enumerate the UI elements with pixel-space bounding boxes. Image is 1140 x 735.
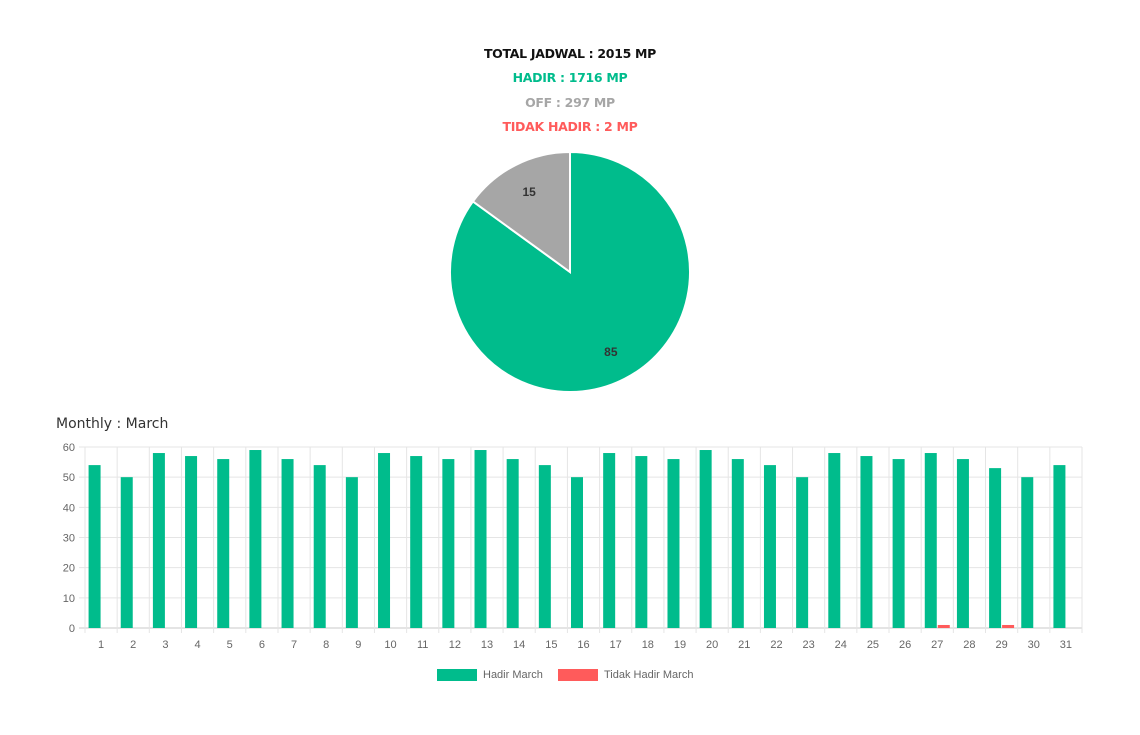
x-tick-label: 10 (384, 639, 396, 651)
bar-hadir-1[interactable] (88, 465, 101, 628)
x-tick-label: 16 (577, 639, 589, 651)
x-tick-label: 14 (513, 639, 525, 651)
y-tick-label: 30 (63, 533, 75, 545)
y-tick-label: 10 (63, 593, 75, 605)
bar-hadir-24[interactable] (828, 453, 841, 628)
x-tick-label: 29 (995, 639, 1007, 651)
x-tick-label: 9 (355, 639, 361, 651)
bar-hadir-18[interactable] (635, 456, 648, 628)
bar-hadir-26[interactable] (892, 459, 905, 628)
pie-slice-label-1: 15 (522, 185, 536, 199)
x-tick-label: 2 (130, 639, 136, 651)
legend-swatch-hadir (437, 669, 477, 681)
bar-hadir-10[interactable] (378, 453, 391, 628)
x-tick-label: 30 (1028, 639, 1040, 651)
bar-hadir-9[interactable] (345, 477, 358, 628)
bar-hadir-30[interactable] (1021, 477, 1034, 628)
off-text: OFF : 297 MP (525, 95, 615, 110)
x-tick-label: 12 (449, 639, 461, 651)
y-tick-label: 0 (69, 623, 75, 635)
bar-hadir-14[interactable] (506, 459, 519, 628)
bar-hadir-25[interactable] (860, 456, 873, 628)
bar-hadir-2[interactable] (120, 477, 133, 628)
x-tick-label: 18 (642, 639, 654, 651)
x-tick-label: 3 (162, 639, 168, 651)
bar-hadir-12[interactable] (442, 459, 455, 628)
x-tick-label: 6 (259, 639, 265, 651)
present-text: HADIR : 1716 MP (512, 70, 628, 85)
bar-hadir-31[interactable] (1053, 465, 1066, 628)
x-tick-label: 27 (931, 639, 943, 651)
x-tick-label: 20 (706, 639, 718, 651)
y-tick-label: 20 (63, 563, 75, 575)
bar-hadir-19[interactable] (667, 459, 680, 628)
x-tick-label: 17 (610, 639, 622, 651)
x-tick-label: 31 (1060, 639, 1072, 651)
y-tick-label: 40 (63, 502, 75, 514)
x-tick-label: 4 (195, 639, 201, 651)
x-tick-label: 21 (738, 639, 750, 651)
bar-hadir-20[interactable] (699, 450, 712, 628)
bar-hadir-4[interactable] (185, 456, 198, 628)
x-tick-label: 15 (545, 639, 557, 651)
bar-hadir-3[interactable] (152, 453, 165, 628)
x-tick-label: 1 (98, 639, 104, 651)
x-tick-label: 8 (323, 639, 329, 651)
bar-hadir-8[interactable] (313, 465, 326, 628)
pie-slice-1[interactable] (471, 150, 571, 274)
bar-hadir-17[interactable] (603, 453, 616, 628)
x-tick-label: 22 (770, 639, 782, 651)
bar-hadir-15[interactable] (538, 465, 551, 628)
x-tick-label: 23 (803, 639, 815, 651)
legend-swatch-tidak-hadir (558, 669, 598, 681)
bar-hadir-21[interactable] (731, 459, 744, 628)
x-tick-label: 7 (291, 639, 297, 651)
bar-hadir-16[interactable] (571, 477, 583, 628)
legend-label-tidak-hadir: Tidak Hadir March (604, 669, 694, 681)
y-tick-label: 50 (63, 472, 75, 484)
bar-hadir-7[interactable] (281, 459, 294, 628)
x-tick-label: 28 (963, 639, 975, 651)
x-tick-label: 19 (674, 639, 686, 651)
legend-label-hadir: Hadir March (483, 669, 543, 681)
total-schedule-text: TOTAL JADWAL : 2015 MP (483, 46, 657, 61)
bar-hadir-5[interactable] (217, 459, 230, 628)
legend-item-tidak-hadir[interactable]: Tidak Hadir March (558, 667, 693, 683)
pie-slice-label-0: 85 (604, 345, 618, 359)
bar-chart-legend: Hadir March Tidak Hadir March (0, 667, 1140, 683)
bar-hadir-22[interactable] (763, 465, 776, 628)
x-tick-label: 11 (417, 639, 428, 651)
bar-hadir-23[interactable] (796, 477, 809, 628)
x-tick-label: 24 (835, 639, 847, 651)
bar-hadir-13[interactable] (474, 450, 487, 628)
bar-hadir-6[interactable] (249, 450, 262, 628)
bar-tidak-hadir-29[interactable] (1002, 624, 1015, 628)
x-tick-label: 13 (481, 639, 493, 651)
absent-text: TIDAK HADIR : 2 MP (502, 119, 638, 134)
x-tick-label: 26 (899, 639, 911, 651)
bar-hadir-27[interactable] (924, 453, 937, 628)
x-tick-label: 25 (867, 639, 879, 651)
bar-chart-title: Monthly : March (56, 416, 169, 432)
y-tick-label: 60 (63, 442, 75, 454)
pie-chart: 85 15 (449, 150, 691, 393)
bar-hadir-11[interactable] (410, 456, 423, 628)
bar-hadir-29[interactable] (989, 468, 1002, 628)
x-tick-label: 5 (227, 639, 233, 651)
bar-hadir-28[interactable] (956, 459, 969, 628)
legend-item-hadir[interactable]: Hadir March (437, 667, 543, 683)
bar-tidak-hadir-27[interactable] (937, 624, 950, 628)
